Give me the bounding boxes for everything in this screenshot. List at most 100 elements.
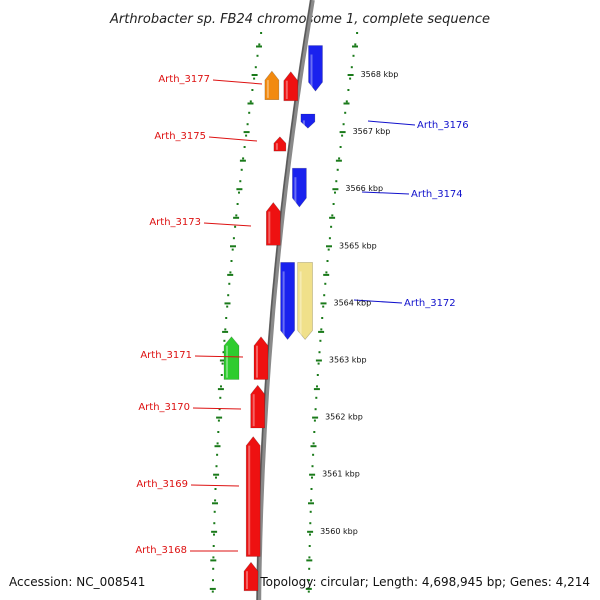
inner-boundary-dot [249,100,252,103]
inner-boundary-dot [223,339,226,342]
gene-label-arth-3169[interactable]: Arth_3169 [136,479,188,490]
major-tick-dash [320,302,327,305]
label-leader-line [212,79,263,85]
gene-arrow-highlight [310,54,313,90]
outer-boundary-dot [325,271,328,274]
gene-label-arth-3170[interactable]: Arth_3170 [138,402,190,413]
kbp-tick-label: 3565 kbp [339,241,377,250]
outer-boundary-dot [317,362,320,365]
inner-boundary-dot [246,123,249,126]
inner-boundary-dot [226,305,229,308]
outer-boundary-dot [338,157,341,160]
inner-boundary-dot [222,351,225,354]
gene-arrow-arth-3177[interactable] [264,70,280,100]
gene-label-arth-3172[interactable]: Arth_3172 [404,298,456,309]
outer-boundary-dot [336,168,339,171]
label-leader-line [367,120,416,126]
inner-boundary-dot [216,453,219,456]
major-tick-dash [222,330,229,333]
gene-label-arth-3168[interactable]: Arth_3168 [135,545,187,556]
outer-boundary-dot [312,453,315,456]
outer-boundary-dot [322,305,325,308]
major-tick-dash [230,245,236,248]
inner-boundary-dot [231,248,234,251]
major-tick-dash [343,102,350,105]
major-tick-dash [213,473,220,476]
gene-arrow-arth-3172[interactable] [297,262,313,340]
minus-strand-labels: Arth_3177 Arth_3175 Arth_3173 Arth_3171 … [135,74,210,556]
outer-boundary-dot [311,476,313,479]
outer-boundary-dot [347,89,350,91]
major-tick-dash [309,473,316,476]
outer-boundary-dot [354,43,357,46]
inner-boundary-dot [213,510,216,513]
major-tick-dash [211,530,218,533]
inner-boundary-dot [229,271,232,274]
inner-boundary-dot [212,567,215,570]
inner-boundary-dot [242,157,245,160]
outer-boundary-dot [312,442,315,445]
gene-arrow[interactable] [300,113,316,129]
major-tick-dash [236,188,243,191]
outer-boundary-dot [313,419,316,422]
gene-arrow-arth-3174[interactable] [292,167,307,208]
major-tick-dash [312,416,319,419]
gene-arrow[interactable] [283,71,299,102]
major-tick-dash [339,131,346,134]
outer-boundary-dot [316,374,319,376]
major-tick-dash [239,159,246,162]
gene-arrow-arth-3176[interactable] [308,45,323,92]
gene-label-arth-3171[interactable]: Arth_3171 [140,350,192,361]
gene-arrow-arth-3168[interactable] [243,561,259,592]
outer-boundary-dot [328,237,331,240]
gene-arrow-highlight [282,271,285,338]
outer-boundary-dot [321,317,324,319]
outer-boundary-dot [323,294,326,297]
inner-boundary-dot [212,579,214,582]
gene-label-arth-3174[interactable]: Arth_3174 [411,189,463,200]
major-tick-dash [310,445,317,448]
gene-label-arth-3175[interactable]: Arth_3175 [154,131,206,142]
strand-boundary-dots [209,32,359,593]
inner-boundary-dot [258,43,261,46]
inner-boundary-dot [221,362,224,365]
inner-boundary-dot [224,328,227,331]
inner-boundary-dot [238,191,240,194]
major-tick-dash [318,330,325,333]
gene-arrow[interactable] [280,262,295,340]
inner-boundary-dot [235,214,238,217]
outer-boundary-dot [341,134,344,137]
outer-boundary-dot [350,66,353,69]
gene-arrow-highlight [266,80,269,98]
outer-boundary-dot [318,351,321,354]
label-leader-lines [190,79,416,552]
kbp-tick-label: 3561 kbp [322,470,360,479]
gene-label-arth-3177[interactable]: Arth_3177 [158,74,210,85]
kbp-tick-label: 3562 kbp [325,413,363,422]
gene-label-arth-3173[interactable]: Arth_3173 [149,217,201,228]
outer-boundary-dot [309,533,311,536]
gene-arrow[interactable] [253,336,269,380]
gene-label-arth-3176[interactable]: Arth_3176 [417,120,469,131]
inner-boundary-dot [236,203,239,205]
gene-arrow-highlight [256,345,258,378]
gene-arrow-arth-3169[interactable] [245,436,261,557]
gene-arrow-arth-3170[interactable] [250,384,266,429]
gene-arrow-arth-3175[interactable] [273,136,287,152]
inner-boundary-dot [232,237,235,240]
accession-text: Accession: NC_008541 [9,575,145,589]
gene-arrow-arth-3173[interactable] [265,202,281,246]
outer-boundary-dot [331,214,334,217]
inner-boundary-dot [217,419,220,422]
kbp-tick-label: 3560 kbp [320,527,358,536]
outer-boundary-dot [345,100,348,103]
major-tick-dash [329,216,336,219]
outer-boundary-dot [307,590,310,593]
outer-boundary-dot [309,510,312,513]
label-leader-line [208,136,258,142]
gene-arrow-arth-3171[interactable] [223,336,240,380]
major-tick-dash [352,45,358,48]
gene-arrow-highlight [294,177,297,206]
outer-boundary-dot [308,556,311,559]
